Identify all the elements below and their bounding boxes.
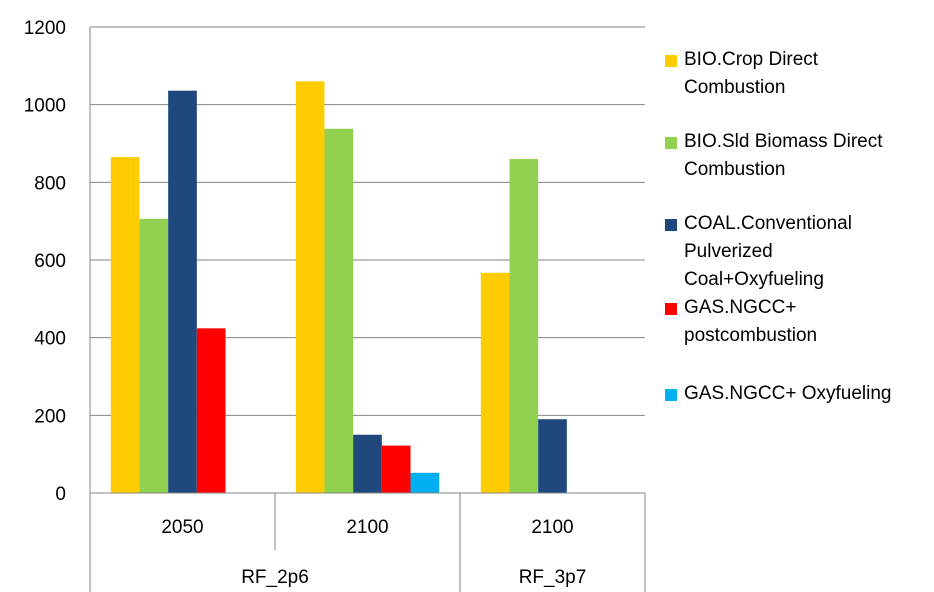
axes — [89, 27, 646, 592]
legend-swatch — [665, 137, 677, 149]
y-tick-label: 1000 — [24, 96, 66, 117]
legend-label: BIO.Sld Biomass Direct — [684, 131, 883, 152]
legend: BIO.Crop Direct Combustion BIO.Sld Biomass… — [665, 46, 934, 408]
legend-item: BIO.Crop Direct Combustion — [665, 46, 934, 102]
x-group-label: RF_3p7 — [519, 567, 587, 588]
bar — [168, 90, 197, 493]
legend-label: BIO.Crop Direct — [684, 49, 819, 70]
legend-swatch — [665, 219, 677, 231]
legend-label: GAS.NGCC+ — [684, 297, 797, 318]
legend-label: Pulverized — [684, 241, 773, 262]
bar — [538, 419, 567, 493]
bar — [324, 128, 354, 493]
legend-label: Coal+Oxyfueling — [684, 269, 824, 290]
legend-swatch — [665, 389, 677, 401]
legend-label: postcombustion — [684, 325, 818, 346]
bar — [139, 218, 169, 493]
x-tick-label: 2050 — [161, 517, 203, 538]
legend-label: Combustion — [684, 77, 786, 98]
y-tick-label: 200 — [34, 406, 66, 427]
bar — [509, 159, 539, 494]
bar — [381, 445, 411, 493]
y-tick-label: 600 — [34, 251, 66, 272]
bar — [480, 272, 510, 493]
y-tick-label: 1200 — [24, 18, 66, 39]
y-axis-ticks: 0 200 400 600 800 1000 1200 — [24, 18, 66, 505]
bar — [353, 434, 382, 493]
legend-label: COAL.Conventional — [684, 213, 852, 234]
legend-swatch — [665, 55, 677, 67]
legend-item: BIO.Sld Biomass Direct Combustion — [665, 128, 934, 184]
bar — [410, 472, 440, 493]
y-tick-label: 400 — [34, 329, 66, 350]
bars — [110, 81, 567, 494]
x-tick-label: 2100 — [346, 517, 388, 538]
legend-label: GAS.NGCC+ Oxyfueling — [684, 383, 892, 404]
legend-swatch — [665, 303, 677, 315]
bar — [295, 81, 325, 493]
y-tick-label: 800 — [34, 173, 66, 194]
legend-item: COAL.Conventional Pulverized Coal+Oxyfueli… — [665, 210, 934, 294]
bar — [196, 328, 226, 493]
legend-item: GAS.NGCC+ Oxyfueling — [665, 380, 934, 408]
x-group-label: RF_2p6 — [241, 567, 309, 588]
legend-item: GAS.NGCC+ postcombustion — [665, 294, 934, 350]
bar — [110, 157, 140, 493]
x-axis-ticks: 2050 2100 RF_2p6 2100 RF_3p7 — [161, 517, 586, 588]
y-tick-label: 0 — [55, 484, 66, 505]
legend-label: Combustion — [684, 159, 786, 180]
x-tick-label: 2100 — [531, 517, 573, 538]
